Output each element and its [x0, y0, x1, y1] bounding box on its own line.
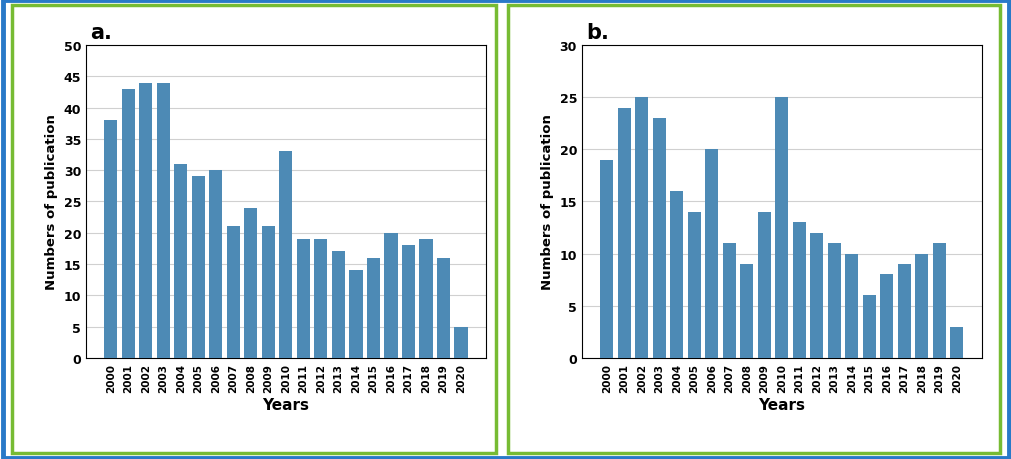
Bar	[104, 121, 117, 358]
X-axis label: Years: Years	[262, 397, 309, 413]
Bar	[652, 119, 665, 358]
Bar	[401, 246, 415, 358]
Bar	[932, 244, 945, 358]
Bar	[437, 258, 450, 358]
Bar	[844, 254, 857, 358]
Bar	[810, 233, 823, 358]
Bar	[332, 252, 345, 358]
Bar	[384, 233, 397, 358]
Bar	[827, 244, 840, 358]
Bar	[880, 275, 893, 358]
Bar	[121, 90, 134, 358]
Bar	[792, 223, 805, 358]
Bar	[739, 264, 752, 358]
Bar	[367, 258, 380, 358]
Bar	[209, 171, 222, 358]
Bar	[862, 296, 876, 358]
Bar	[454, 327, 467, 358]
Y-axis label: Numbers of publication: Numbers of publication	[45, 114, 58, 290]
Text: a.: a.	[90, 23, 112, 43]
Bar	[262, 227, 275, 358]
Bar	[635, 98, 648, 358]
Bar	[774, 98, 788, 358]
Bar	[349, 271, 362, 358]
Bar	[140, 84, 153, 358]
Bar	[686, 213, 700, 358]
Bar	[191, 177, 204, 358]
Bar	[157, 84, 170, 358]
Y-axis label: Numbers of publication: Numbers of publication	[541, 114, 553, 290]
Bar	[600, 160, 613, 358]
Bar	[617, 108, 630, 358]
Text: b.: b.	[585, 23, 609, 43]
Bar	[757, 213, 770, 358]
Bar	[705, 150, 718, 358]
X-axis label: Years: Years	[757, 397, 805, 413]
Bar	[279, 152, 292, 358]
Bar	[226, 227, 240, 358]
Bar	[949, 327, 962, 358]
Bar	[244, 208, 257, 358]
Bar	[419, 240, 432, 358]
Bar	[897, 264, 910, 358]
Bar	[722, 244, 735, 358]
Bar	[174, 164, 187, 358]
Bar	[914, 254, 927, 358]
Bar	[669, 191, 682, 358]
Bar	[314, 240, 328, 358]
Bar	[296, 240, 309, 358]
